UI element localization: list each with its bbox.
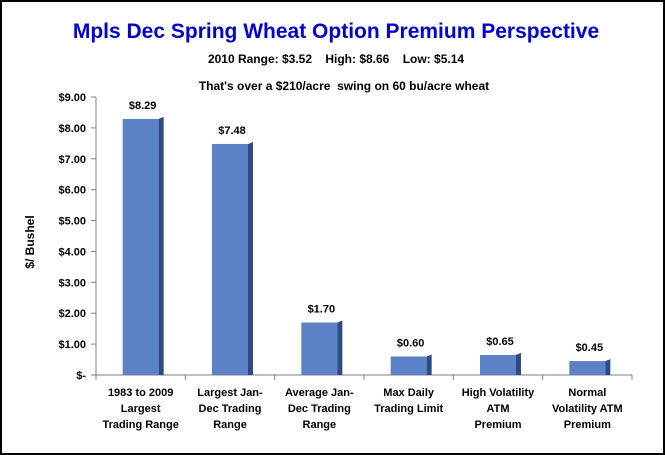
bar-side xyxy=(605,359,611,375)
y-tick-label: $8.00 xyxy=(58,123,86,135)
bar xyxy=(390,356,427,375)
bar-side xyxy=(337,320,343,375)
y-tick-label: $- xyxy=(76,370,86,382)
data-label: $8.29 xyxy=(129,100,157,112)
y-tick-label: $6.00 xyxy=(58,185,86,197)
chart-annotation: That's over a $210/acre swing on 60 bu/a… xyxy=(199,79,489,93)
x-tick-label: Average Jan-Dec Trading Range xyxy=(285,387,354,431)
bar-side xyxy=(516,352,521,375)
bars xyxy=(122,116,611,375)
y-tick-label: $9.00 xyxy=(58,92,86,104)
chart-subtitle: 2010 Range: $3.52 High: $8.66 Low: $5.14 xyxy=(208,52,464,66)
data-label: $0.60 xyxy=(397,337,425,349)
bar-side xyxy=(158,116,164,375)
x-tick-label: Largest Jan-Dec Trading Range xyxy=(197,387,263,431)
bar xyxy=(122,118,159,375)
bar xyxy=(212,143,248,375)
bar-side xyxy=(426,354,432,375)
data-label: $1.70 xyxy=(308,303,336,315)
x-tick-label: High Volatility ATM Premium xyxy=(462,387,535,431)
bar xyxy=(480,354,516,375)
data-label: $0.65 xyxy=(486,336,514,348)
y-tick-label: $2.00 xyxy=(58,308,86,320)
data-labels: $8.29 1983 to 2009 Largest Trading Range $7.… xyxy=(102,100,622,431)
bar xyxy=(301,322,338,375)
x-tick-label: 1983 to 2009 Largest Trading Range xyxy=(102,387,178,431)
axes: $- $1.00 $2.00 $3.00 $4.00 $5.00 $6.00 $7.00 $8.… xyxy=(58,92,633,382)
y-tick-label: $3.00 xyxy=(58,277,86,289)
y-tick-label: $1.00 xyxy=(58,339,86,351)
bar xyxy=(569,361,606,375)
x-tick-label: Normal Volatility ATM Premium xyxy=(552,387,623,431)
bar-side xyxy=(248,141,253,375)
x-tick-label: Max Daily Trading Limit xyxy=(374,387,443,415)
y-tick-label: $4.00 xyxy=(58,246,86,258)
y-tick-label: $5.00 xyxy=(58,216,86,228)
chart-title: Mpls Dec Spring Wheat Option Premium Per… xyxy=(73,20,599,43)
y-tick-label: $7.00 xyxy=(58,154,86,166)
data-label: $0.45 xyxy=(576,342,604,354)
data-label: $7.48 xyxy=(218,125,246,137)
y-axis-label: $/ Bushel xyxy=(23,215,37,268)
